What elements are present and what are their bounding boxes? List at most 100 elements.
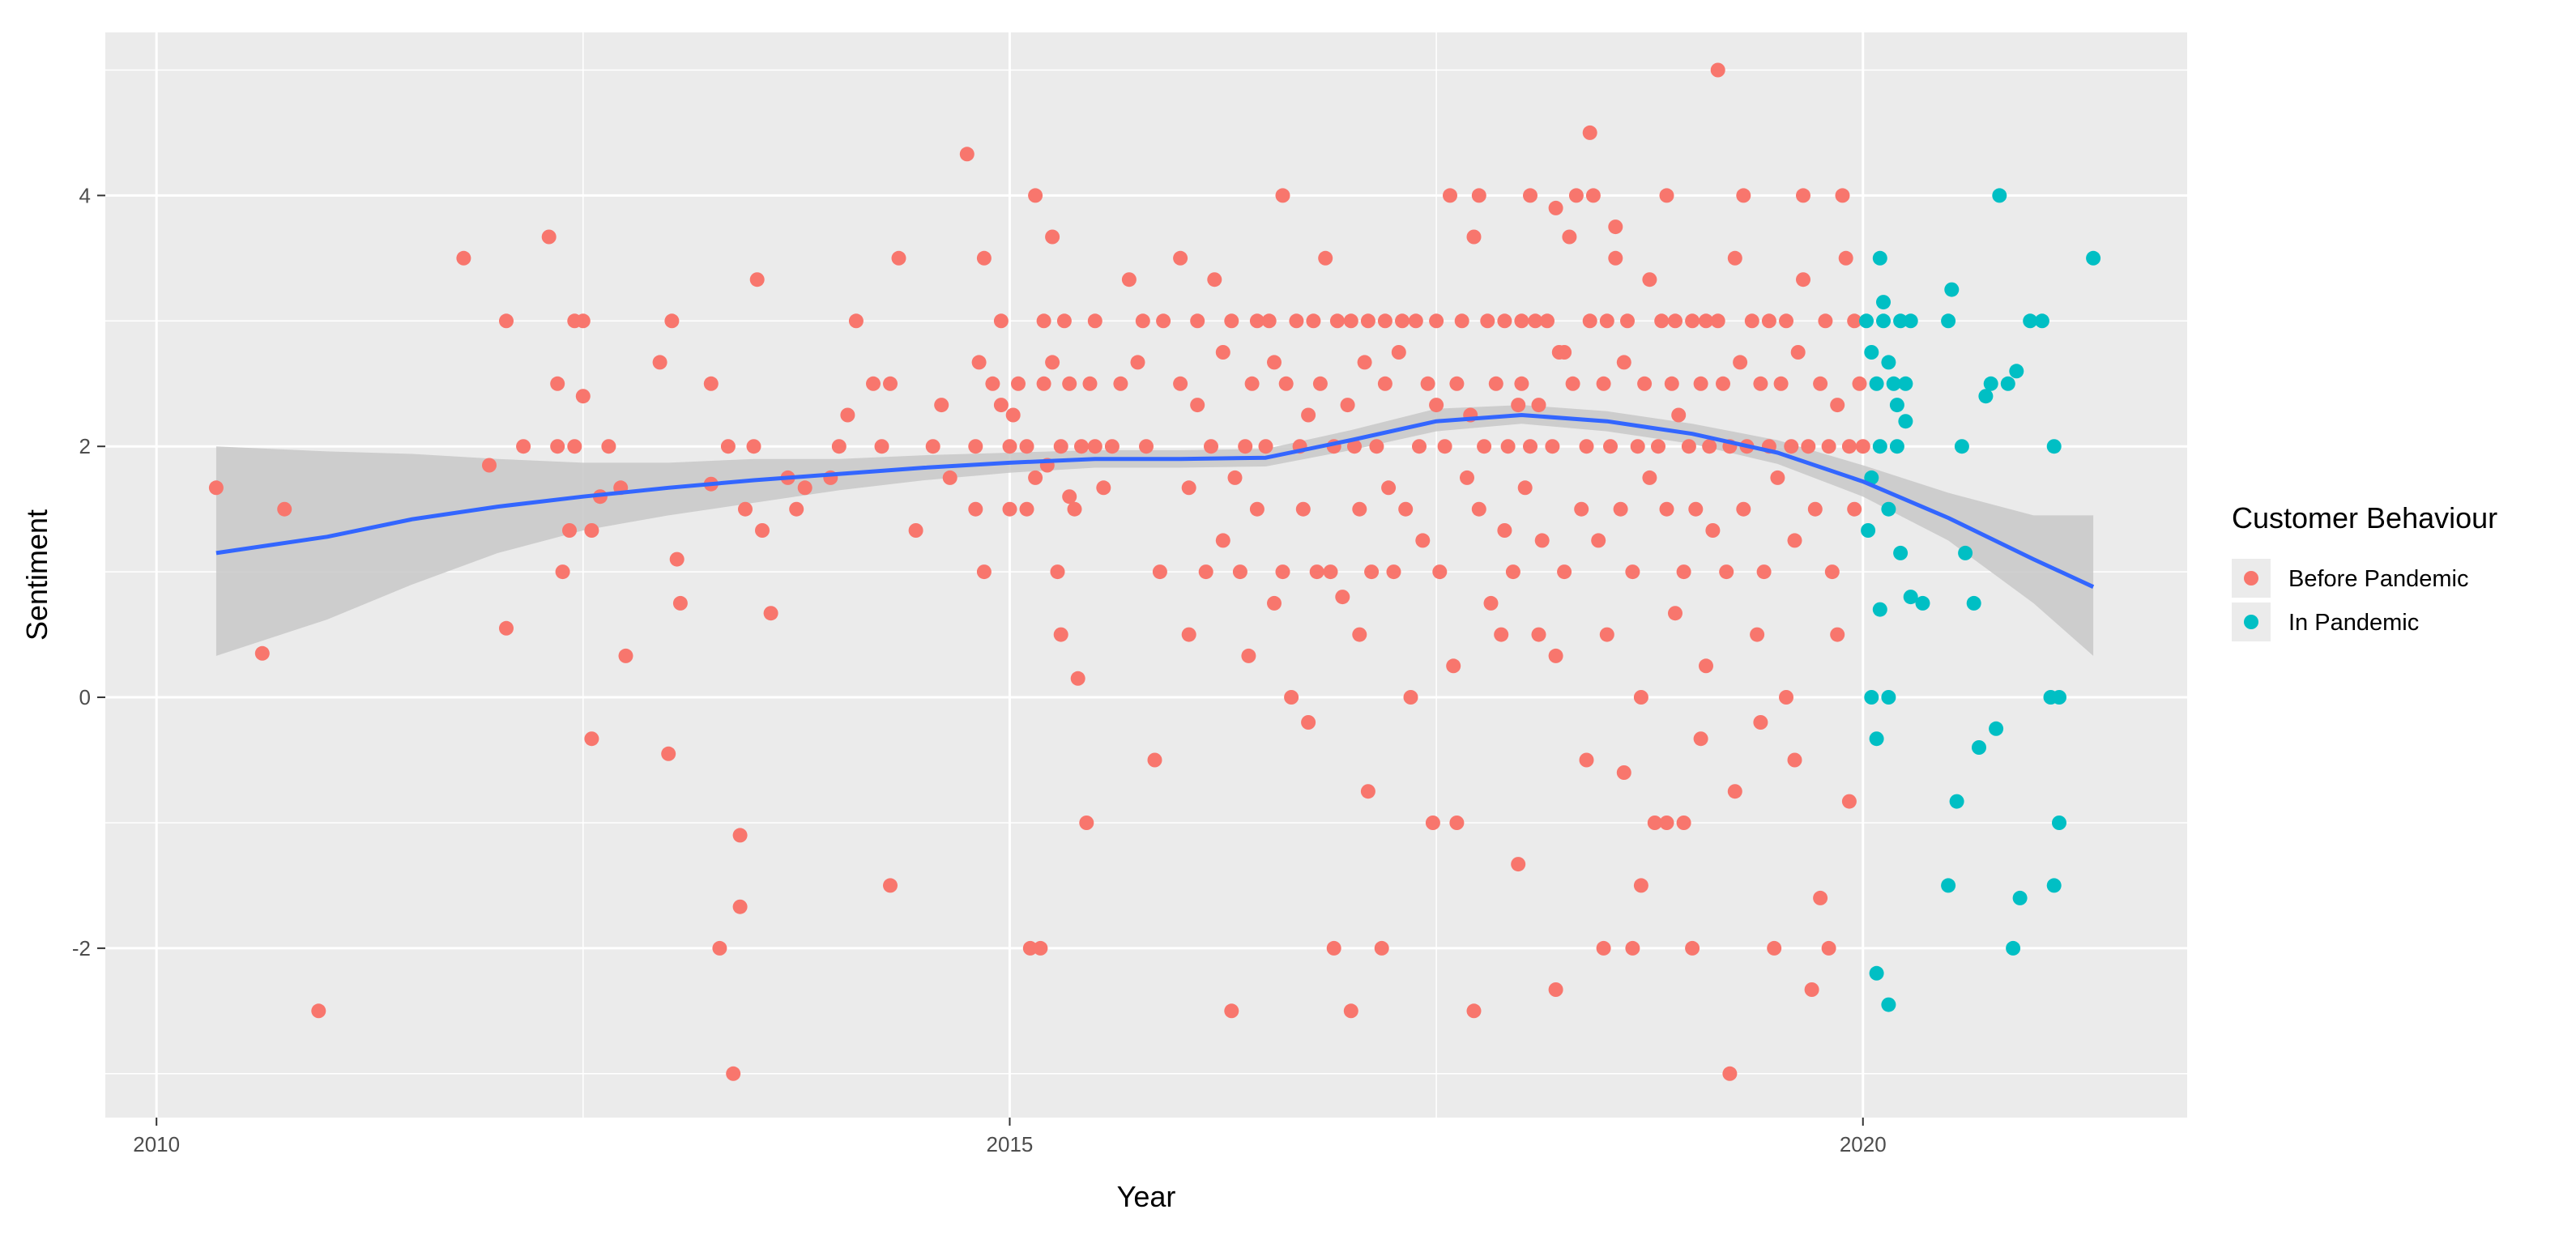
- point-before-pandemic: [1215, 533, 1230, 548]
- point-in-pandemic: [1941, 878, 1956, 893]
- point-in-pandemic: [1893, 545, 1909, 560]
- point-in-pandemic: [1876, 295, 1891, 310]
- point-before-pandemic: [1750, 627, 1765, 642]
- point-before-pandemic: [1067, 501, 1082, 517]
- point-before-pandemic: [993, 313, 1009, 329]
- point-before-pandemic: [934, 398, 949, 413]
- point-before-pandemic: [1599, 627, 1614, 642]
- point-before-pandemic: [1278, 376, 1294, 391]
- point-before-pandemic: [1821, 439, 1836, 454]
- x-axis-title: Year: [1117, 1180, 1176, 1213]
- point-before-pandemic: [1514, 313, 1529, 329]
- point-before-pandemic: [1190, 313, 1205, 329]
- point-before-pandemic: [848, 313, 864, 329]
- point-before-pandemic: [1574, 501, 1589, 517]
- point-before-pandemic: [1756, 564, 1772, 580]
- point-before-pandemic: [1616, 765, 1631, 780]
- point-before-pandemic: [755, 523, 770, 538]
- point-in-pandemic: [1941, 313, 1956, 329]
- point-before-pandemic: [1135, 313, 1150, 329]
- point-before-pandemic: [1637, 376, 1653, 391]
- point-before-pandemic: [1261, 313, 1277, 329]
- point-before-pandemic: [1087, 313, 1102, 329]
- point-before-pandemic: [550, 376, 565, 391]
- point-before-pandemic: [1548, 200, 1563, 215]
- point-in-pandemic: [1958, 545, 1973, 560]
- point-in-pandemic: [1869, 376, 1884, 391]
- point-before-pandemic: [1659, 816, 1674, 830]
- point-before-pandemic: [1668, 606, 1683, 621]
- point-in-pandemic: [2052, 690, 2066, 705]
- point-before-pandemic: [1053, 439, 1068, 454]
- point-before-pandemic: [976, 564, 992, 580]
- point-before-pandemic: [1432, 564, 1448, 580]
- point-before-pandemic: [942, 470, 957, 485]
- point-before-pandemic: [1699, 658, 1713, 674]
- point-before-pandemic: [971, 355, 987, 370]
- point-before-pandemic: [1790, 345, 1806, 360]
- x-tick-label: 2010: [133, 1132, 180, 1156]
- point-before-pandemic: [1505, 564, 1520, 580]
- smooth-trend-line: [215, 413, 2095, 589]
- point-in-pandemic: [1893, 313, 1909, 329]
- point-before-pandemic: [1471, 501, 1486, 517]
- point-before-pandemic: [1173, 376, 1188, 391]
- point-before-pandemic: [1019, 501, 1034, 517]
- point-in-pandemic: [1898, 414, 1913, 429]
- point-before-pandemic: [1548, 648, 1563, 663]
- x-tick-label: 2020: [1840, 1132, 1887, 1156]
- point-before-pandemic: [1557, 345, 1572, 360]
- point-before-pandemic: [1454, 313, 1469, 329]
- point-before-pandemic: [1548, 982, 1563, 997]
- point-before-pandemic: [1613, 501, 1628, 517]
- point-before-pandemic: [1779, 313, 1793, 329]
- point-before-pandemic: [1326, 940, 1341, 956]
- point-before-pandemic: [1204, 439, 1218, 454]
- point-in-pandemic: [2023, 313, 2038, 329]
- point-before-pandemic: [883, 878, 898, 893]
- point-in-pandemic: [1876, 313, 1891, 329]
- point-before-pandemic: [254, 645, 270, 661]
- confidence-ribbon: [215, 405, 2094, 656]
- point-before-pandemic: [1374, 940, 1389, 956]
- point-before-pandemic: [1207, 272, 1222, 287]
- point-in-pandemic: [1989, 721, 2004, 736]
- point-before-pandemic: [1511, 398, 1526, 413]
- point-before-pandemic: [1249, 501, 1265, 517]
- point-before-pandemic: [1139, 439, 1154, 454]
- point-before-pandemic: [311, 1003, 326, 1019]
- point-before-pandemic: [1391, 345, 1406, 360]
- point-before-pandemic: [1352, 501, 1367, 517]
- point-before-pandemic: [1087, 439, 1102, 454]
- point-before-pandemic: [1804, 982, 1819, 997]
- point-before-pandemic: [1443, 188, 1457, 203]
- point-before-pandemic: [1838, 250, 1853, 266]
- point-before-pandemic: [1608, 219, 1623, 235]
- point-before-pandemic: [1377, 313, 1392, 329]
- point-before-pandemic: [1408, 313, 1423, 329]
- point-before-pandemic: [1523, 439, 1537, 454]
- point-before-pandemic: [720, 439, 736, 454]
- point-before-pandemic: [456, 250, 471, 266]
- point-before-pandemic: [1647, 816, 1662, 830]
- point-before-pandemic: [1318, 250, 1333, 266]
- confidence-band: [215, 405, 2094, 656]
- point-before-pandemic: [1477, 439, 1492, 454]
- point-in-pandemic: [2012, 890, 2028, 905]
- point-before-pandemic: [1323, 564, 1338, 580]
- point-before-pandemic: [746, 439, 761, 454]
- point-before-pandemic: [618, 648, 633, 663]
- point-before-pandemic: [601, 439, 616, 454]
- point-in-pandemic: [1869, 731, 1884, 747]
- point-before-pandemic: [1659, 188, 1674, 203]
- point-before-pandemic: [652, 355, 667, 370]
- point-before-pandemic: [1545, 439, 1560, 454]
- point-before-pandemic: [1360, 784, 1375, 799]
- point-before-pandemic: [1733, 355, 1748, 370]
- point-before-pandemic: [1295, 501, 1311, 517]
- point-before-pandemic: [883, 376, 898, 391]
- point-before-pandemic: [1596, 376, 1611, 391]
- point-in-pandemic: [1889, 439, 1904, 454]
- point-in-pandemic: [1978, 389, 1994, 404]
- point-before-pandemic: [1275, 564, 1290, 580]
